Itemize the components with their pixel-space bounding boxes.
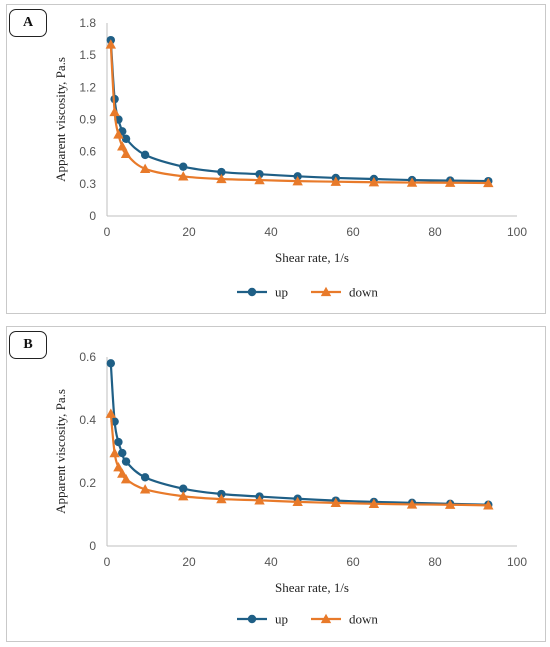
series-up-point: [106, 359, 116, 368]
legend-down-marker: [320, 286, 332, 297]
x-axis-title: Shear rate, 1/s: [275, 580, 349, 595]
series-up: [106, 35, 493, 186]
legend: up down: [237, 285, 378, 300]
series-down-point: [117, 468, 128, 478]
series-down-point: [483, 177, 494, 188]
series-up-line: [109, 40, 489, 183]
y-axis-title: Apparent viscosity, Pa.s: [53, 57, 68, 182]
series-down: [105, 408, 494, 510]
chart-a-svg: 0 0.3 0.6 0.9 1.2 1.5 1.8 0 20 40 60 80 100 Shear rat…: [53, 16, 527, 300]
series-down-point: [113, 129, 124, 139]
series-up-point: [179, 484, 188, 493]
series-up-point: [140, 473, 150, 482]
series-down-point: [178, 171, 189, 181]
x-tick-label: 100: [507, 555, 527, 569]
x-tick-label: 40: [264, 555, 278, 569]
series-up-line: [109, 363, 489, 506]
y-tick-label: 0.2: [79, 476, 96, 490]
series-down-point: [105, 39, 117, 49]
series-up-point: [140, 150, 150, 160]
series-down-point: [292, 496, 303, 507]
legend-up-label: up: [275, 285, 288, 300]
series-up-point: [217, 167, 226, 177]
x-tick-label: 60: [346, 555, 360, 569]
series-down-point: [330, 176, 341, 186]
legend-up-marker: [247, 287, 257, 297]
x-tick-label: 0: [104, 555, 111, 569]
series-down-point: [109, 106, 120, 117]
series-down-point: [105, 408, 117, 418]
y-tick-label: 0: [89, 539, 96, 553]
legend-down-marker: [320, 613, 332, 624]
series-down-point: [178, 491, 189, 501]
series-down-point: [368, 177, 380, 187]
y-tick-label: 0.4: [79, 413, 96, 427]
series-down-point: [120, 148, 132, 158]
series-up-point: [121, 134, 131, 143]
x-tick-label: 20: [182, 555, 196, 569]
series-down-point: [216, 173, 227, 184]
y-axis-title: Apparent viscosity, Pa.s: [53, 389, 68, 514]
series-up-point: [118, 448, 127, 458]
x-tick-label: 0: [104, 225, 111, 239]
series-down-point: [406, 499, 418, 509]
legend: up down: [237, 612, 378, 627]
series-down-point: [109, 447, 120, 458]
series-down-point: [139, 163, 151, 173]
series-down-point: [483, 500, 494, 510]
series-down-point: [117, 141, 128, 151]
series-down-point: [406, 177, 418, 187]
series-down-point: [113, 462, 124, 472]
chart-panel-a: A 0 0.3 0.6 0.9 1.2 1.5 1.8 0 20 40 60 80 100 Shear r…: [6, 4, 546, 314]
legend-down-label: down: [349, 285, 378, 300]
x-tick-label: 20: [182, 225, 196, 239]
series-down-line: [109, 413, 489, 507]
series-down-point: [216, 493, 227, 504]
legend-down-label: down: [349, 612, 378, 627]
y-tick-label: 0.6: [79, 145, 96, 159]
legend-up-label: up: [275, 612, 288, 627]
x-tick-label: 80: [428, 225, 442, 239]
series-up-point: [255, 169, 264, 179]
y-tick-label: 0.6: [79, 350, 96, 364]
series-up: [106, 359, 493, 509]
series-down-point: [139, 484, 151, 494]
y-tick-label: 1.8: [79, 16, 96, 30]
x-tick-label: 60: [346, 225, 360, 239]
series-down-point: [444, 499, 456, 509]
y-tick-label: 0: [89, 209, 96, 223]
x-tick-label: 40: [264, 225, 278, 239]
series-up-point: [179, 162, 188, 171]
y-tick-label: 1.5: [79, 48, 96, 62]
panel-label-badge: B: [9, 331, 47, 359]
series-down-point: [254, 174, 265, 185]
x-tick-label: 100: [507, 225, 527, 239]
x-axis-title: Shear rate, 1/s: [275, 250, 349, 265]
chart-panel-b: B 0 0.2 0.4 0.6 0 20 40 60 80 100 Shear rate, 1/s A…: [6, 326, 546, 642]
series-up-point: [121, 457, 131, 466]
series-down-point: [254, 495, 265, 505]
x-tick-label: 80: [428, 555, 442, 569]
y-tick-label: 0.3: [79, 177, 96, 191]
chart-b-svg: 0 0.2 0.4 0.6 0 20 40 60 80 100 Shear rate, 1/s App…: [53, 350, 527, 627]
series-up-point: [114, 437, 123, 447]
series-down: [105, 39, 494, 188]
series-down-point: [292, 175, 303, 186]
series-down-point: [368, 498, 380, 508]
series-down-point: [120, 474, 132, 484]
series-down-point: [444, 177, 456, 187]
y-tick-label: 0.9: [79, 113, 96, 127]
panel-label-badge: A: [9, 9, 47, 37]
series-down-point: [330, 497, 341, 508]
legend-up-marker: [247, 614, 257, 624]
y-tick-label: 1.2: [79, 80, 96, 94]
